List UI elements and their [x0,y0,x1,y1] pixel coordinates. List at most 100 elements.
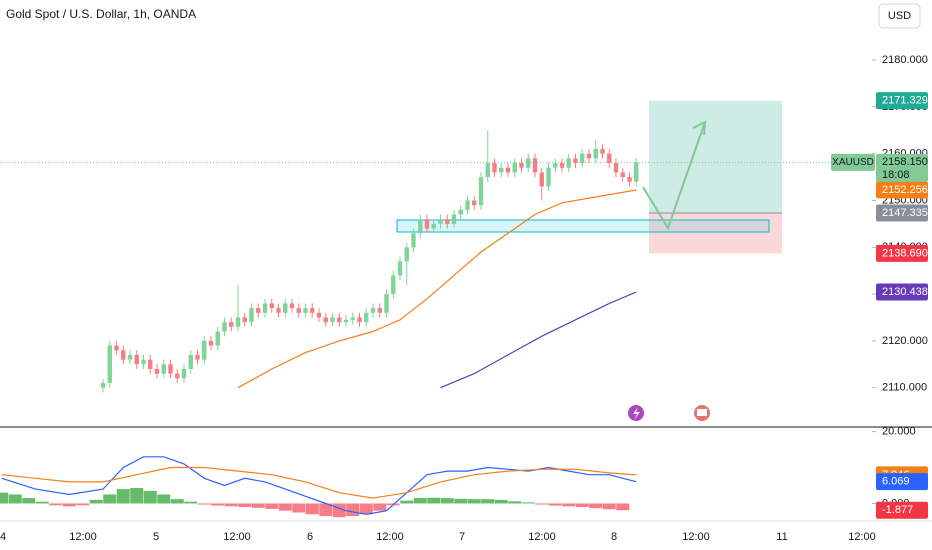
histogram-bar [508,501,522,504]
histogram-bar [467,499,481,504]
price-label: 2138.690 [882,247,928,259]
last-price-label: 2158.150 [882,156,928,168]
histogram-bar [440,498,454,504]
candle-body [364,312,369,323]
candle-body [451,214,457,224]
histogram-bar [400,500,414,504]
histogram-bar [103,494,117,504]
candle-body [330,317,335,323]
candle-body [512,163,517,173]
x-tick-label: 6 [307,531,313,543]
candle-body [566,158,571,168]
candle-body [208,340,214,346]
candle-body [235,317,241,327]
histogram-bar [265,503,279,509]
candle-body [620,172,625,178]
candle-body [256,308,261,313]
candle-body [222,322,227,332]
price-label-box [876,181,928,199]
histogram-bar [251,503,265,508]
candle-body [546,167,551,187]
histogram-bar [62,503,76,507]
candle-body [613,163,619,173]
candle-body [188,354,193,369]
x-tick-label: 12:00 [69,531,97,543]
candle-body [627,177,632,182]
news-icon-glyph [697,409,707,416]
histogram-bar [184,501,198,504]
x-tick-label: 8 [611,531,617,543]
candle-body [269,303,274,309]
candle-body [337,317,342,323]
x-tick-label: 12:00 [848,531,876,543]
symbol-box [831,153,875,171]
candle-body [141,359,146,365]
candle-body [242,317,247,323]
candle-body [505,167,511,173]
price-label-box [876,92,928,110]
histogram-bar [305,503,319,515]
currency-button[interactable] [878,3,921,29]
candle-body [100,383,106,388]
macd-label: 6.069 [882,476,910,488]
histogram-bar [535,503,549,505]
macd-label-box [876,501,928,519]
candle-body [289,303,295,309]
candle-body [127,354,133,360]
candle-body [391,275,396,295]
x-tick-label: 12:00 [682,531,710,543]
candle-body [418,219,423,234]
ema-slow-line [440,291,637,389]
macd-pane [0,456,637,518]
candle-body [202,340,207,360]
histogram-bar [197,503,211,505]
candle-body [526,158,531,168]
last-price-box [876,153,928,182]
macd-line [1,456,637,515]
histogram-bar [157,494,171,504]
y-tick-label: 2110.000 [882,382,927,394]
histogram-bar [116,489,130,504]
macd-label-box [876,473,928,491]
projection-arrow [642,120,707,231]
candle-body [377,308,382,313]
signal-line [1,466,637,499]
candle-body [215,331,220,346]
chart-title: Gold Spot / U.S. Dollar, 1h, OANDA [6,7,196,21]
price-label-box [876,204,928,222]
candle-body [573,158,578,164]
candle-body [107,345,112,384]
candle-body [472,200,477,206]
candle-body [404,247,409,262]
x-tick-label: 11 [776,531,787,543]
candle-body [168,364,173,374]
candle-body [229,322,234,327]
x-tick-label: 12:00 [528,531,556,543]
candle-body [343,319,349,323]
histogram-bar [575,503,589,508]
histogram-bar [427,497,441,504]
histogram-bar [481,499,495,504]
histogram-bar [413,498,427,504]
candle-body [121,350,126,360]
histogram-bar [211,503,225,506]
candle-body [499,167,504,173]
candle-body [485,163,490,178]
event-icon-glyph [633,407,640,420]
candle-body [553,163,558,168]
histogram-bar [548,503,562,506]
candle-body [316,312,322,318]
histogram-bar [170,499,184,504]
histogram-bar [130,488,144,504]
x-tick-label: 12:00 [223,531,251,543]
candle-body [154,368,160,374]
price-label: 2147.335 [882,207,928,219]
histogram-bar [0,492,9,504]
candle-body [357,317,362,323]
y-tick-label: 20.000 [882,426,916,438]
candle-body [283,303,288,313]
y-tick-label: 2180.000 [882,54,928,66]
histogram-bar [76,503,90,506]
price-pane [0,100,872,393]
